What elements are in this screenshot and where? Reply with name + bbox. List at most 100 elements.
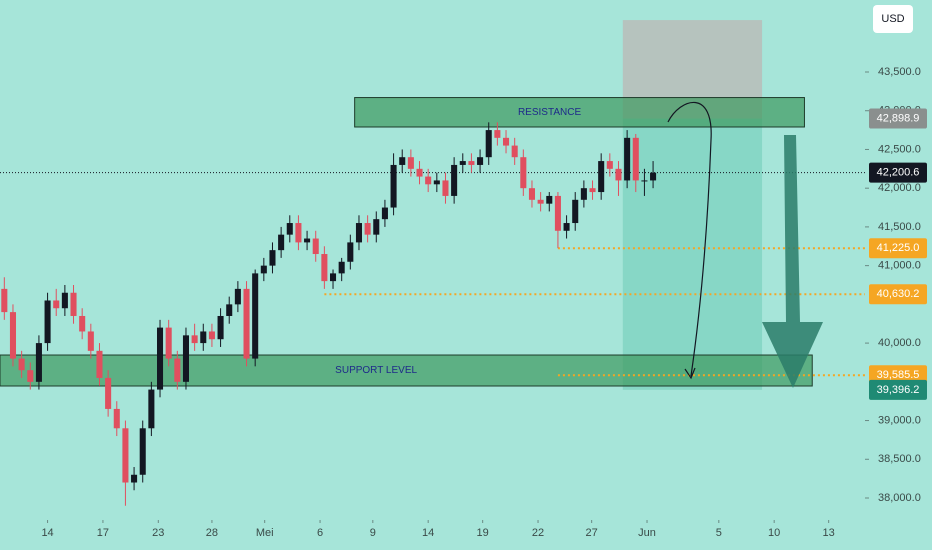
price-badge-label: 42,200.6 bbox=[877, 167, 920, 179]
price-badge-label: 39,585.5 bbox=[877, 369, 920, 381]
candle-body bbox=[278, 234, 285, 251]
candle-body bbox=[208, 331, 215, 340]
candle-body bbox=[632, 137, 639, 181]
candle-body bbox=[615, 168, 622, 181]
candle-body bbox=[416, 168, 423, 177]
price-badge-label: 42,898.9 bbox=[877, 112, 920, 124]
down-arrow bbox=[762, 135, 823, 388]
price-badge-label: 40,630.2 bbox=[877, 288, 920, 300]
x-tick-label: 28 bbox=[206, 527, 218, 539]
candle-body bbox=[44, 300, 51, 344]
candle-body bbox=[451, 164, 458, 196]
x-tick-label: 27 bbox=[586, 527, 598, 539]
price-badge-label: 39,396.2 bbox=[877, 384, 920, 396]
x-tick-label: 14 bbox=[41, 527, 53, 539]
zone-label: RESISTANCE bbox=[518, 107, 581, 118]
currency: USD bbox=[881, 13, 904, 25]
candle-body bbox=[70, 292, 77, 316]
candle-body bbox=[1, 288, 8, 313]
candle-body bbox=[511, 145, 518, 158]
y-tick-label: 41,000.0 bbox=[878, 260, 921, 272]
x-tick-label: 10 bbox=[768, 527, 780, 539]
candle-body bbox=[304, 238, 311, 243]
candle-body bbox=[502, 137, 510, 146]
curved-arrow bbox=[667, 101, 712, 377]
y-tick-label: 40,000.0 bbox=[878, 337, 921, 349]
candle-body bbox=[442, 180, 449, 196]
candle-body bbox=[156, 327, 164, 390]
candle-body bbox=[433, 180, 440, 185]
y-tick-label: 42,000.0 bbox=[878, 182, 921, 194]
arrows bbox=[667, 101, 823, 388]
candle-body bbox=[321, 254, 328, 282]
candle-body bbox=[598, 161, 605, 193]
candle-body bbox=[425, 176, 432, 185]
currency-box bbox=[873, 5, 913, 33]
candle-body bbox=[113, 408, 120, 429]
x-tick-label: 9 bbox=[370, 527, 376, 539]
candle-body bbox=[477, 157, 484, 165]
x-tick-label: 14 bbox=[422, 527, 434, 539]
candle-body bbox=[485, 130, 492, 158]
axes: 43,500.043,000.042,500.042,000.041,500.0… bbox=[41, 66, 927, 539]
candle-body bbox=[381, 207, 388, 220]
candle-body bbox=[563, 223, 570, 231]
candle-body bbox=[226, 304, 233, 316]
candle-body bbox=[200, 331, 207, 344]
candle-body bbox=[537, 199, 544, 204]
candle-body bbox=[165, 327, 172, 359]
candle-body bbox=[234, 288, 241, 305]
candle-body bbox=[347, 242, 354, 262]
y-tick-label: 43,500.0 bbox=[878, 66, 921, 78]
candle-body bbox=[520, 157, 527, 189]
candle-body bbox=[554, 195, 561, 231]
candle-body bbox=[641, 180, 648, 182]
candle-body bbox=[606, 161, 613, 169]
candle-body bbox=[546, 195, 553, 204]
candle-body bbox=[572, 199, 579, 224]
candle-body bbox=[364, 223, 371, 235]
x-tick-label: 17 bbox=[97, 527, 109, 539]
y-tick-label: 38,000.0 bbox=[878, 492, 921, 504]
candle-body bbox=[27, 370, 34, 382]
candle-body bbox=[312, 238, 319, 255]
arrow-head bbox=[684, 367, 696, 380]
candle-body bbox=[79, 315, 86, 332]
candle-body bbox=[338, 261, 345, 274]
x-tick-label: Mei bbox=[256, 527, 274, 539]
x-tick-label: 23 bbox=[152, 527, 164, 539]
candle-body bbox=[18, 358, 25, 371]
y-tick-label: 41,500.0 bbox=[878, 221, 921, 233]
candle-body bbox=[139, 428, 146, 475]
candle-body bbox=[105, 377, 112, 409]
candle-body bbox=[468, 161, 475, 165]
price-badge bbox=[869, 238, 927, 259]
candle-body bbox=[174, 358, 181, 382]
y-tick-label: 38,500.0 bbox=[878, 453, 921, 465]
x-tick-label: 6 bbox=[317, 527, 323, 539]
candle-body bbox=[407, 157, 414, 169]
candle-body bbox=[580, 188, 587, 200]
x-tick-label: Jun bbox=[638, 527, 656, 539]
candle-body bbox=[650, 172, 657, 181]
x-tick-label: 19 bbox=[477, 527, 489, 539]
candles bbox=[1, 122, 657, 506]
target-area bbox=[622, 118, 763, 390]
zones: RESISTANCE SUPPORT LEVEL bbox=[0, 20, 813, 390]
price-badge bbox=[869, 162, 927, 183]
candle-body bbox=[269, 250, 276, 266]
x-tick-label: 13 bbox=[823, 527, 835, 539]
candle-body bbox=[53, 300, 60, 309]
candle-body bbox=[399, 157, 406, 165]
candle-body bbox=[252, 273, 259, 359]
candle-body bbox=[35, 343, 42, 382]
candle-body bbox=[182, 335, 190, 382]
x-tick-label: 22 bbox=[532, 527, 544, 539]
candle-body bbox=[295, 223, 302, 243]
candle-body bbox=[373, 219, 380, 235]
candle-body bbox=[390, 164, 397, 208]
levels bbox=[0, 172, 865, 377]
